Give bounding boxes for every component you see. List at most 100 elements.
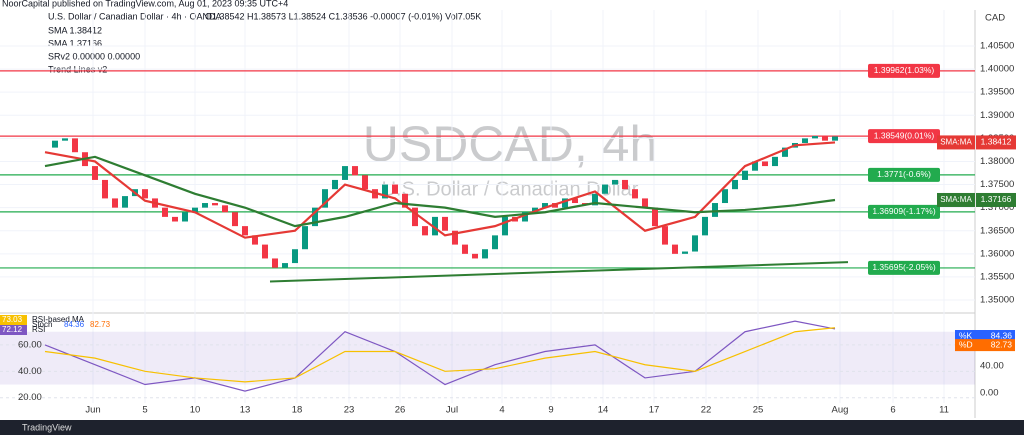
x-tick-label: 10 (190, 405, 201, 416)
x-tick-label: 17 (649, 405, 660, 416)
candle (442, 216, 448, 231)
rsi-tick-label: 20.00 (18, 392, 42, 403)
candle (142, 189, 148, 199)
x-tick-label: 5 (142, 405, 147, 416)
sma-name: SMA:MA (940, 138, 972, 147)
candle (662, 226, 668, 245)
stoch-value: 82.73 (991, 339, 1013, 349)
candle (302, 226, 308, 250)
candle (632, 189, 638, 199)
candle (272, 258, 278, 268)
x-tick-label: Aug (832, 405, 849, 416)
y-tick-label: 1.39000 (980, 110, 1014, 121)
candle (622, 179, 628, 190)
rsi-tick-label: 60.00 (18, 339, 42, 350)
level-label-box (868, 129, 940, 144)
stoch-tick-label: 0.00 (980, 388, 999, 399)
x-tick-label: 18 (292, 405, 303, 416)
candle (422, 226, 428, 236)
candle (602, 184, 608, 194)
y-tick-label: 1.35000 (980, 295, 1014, 306)
sma-value-box (976, 192, 1016, 207)
candle (462, 244, 468, 254)
candle (412, 207, 418, 227)
footer-logo: TradingView (22, 422, 72, 432)
x-tick-label: 11 (939, 405, 949, 416)
indicator: SMA 1.38412 (48, 25, 102, 35)
currency: CAD (985, 13, 1005, 24)
stoch-legend-k: 84.36 (64, 320, 85, 329)
candle (172, 216, 178, 222)
y-tick-label: 1.40000 (980, 64, 1014, 75)
candle (392, 184, 398, 194)
level-label: 1.38549(0.01%) (874, 130, 935, 140)
level-label: 1.39962(1.03%) (874, 65, 935, 75)
y-tick-label: 1.38000 (980, 156, 1014, 167)
candle (782, 147, 788, 157)
y-tick-label: 1.37000 (980, 202, 1014, 213)
y-tick-label: 1.36000 (980, 248, 1014, 259)
x-tick-label: 13 (240, 405, 251, 416)
candle (242, 226, 248, 236)
x-tick-label: 14 (598, 405, 609, 416)
y-tick-label: 1.35500 (980, 271, 1014, 282)
candle (262, 244, 268, 259)
legend-value-box (0, 315, 27, 325)
candle (822, 136, 828, 141)
legend-value: 72.12 (2, 325, 23, 334)
candle (542, 203, 548, 208)
candle (812, 136, 818, 139)
legend-value-box (0, 325, 27, 335)
footer-bar (0, 420, 1024, 435)
sma-value: 1.37166 (981, 194, 1012, 204)
publisher: NoorCapital published on TradingView.com… (2, 0, 288, 8)
candle (282, 263, 288, 268)
candle (62, 138, 68, 141)
candle (332, 179, 338, 190)
x-tick-label: 23 (344, 405, 355, 416)
rsi-line (44, 320, 836, 392)
trend-line (269, 261, 849, 283)
candle (522, 212, 528, 222)
candle (252, 235, 258, 245)
level-label: 1.35695(-2.05%) (872, 262, 935, 272)
candle (182, 212, 188, 222)
candle (292, 249, 298, 264)
rsi-tick-label: 40.00 (18, 366, 42, 377)
indicator: SMA 1.37166 (48, 38, 102, 48)
level-label-box (868, 260, 940, 275)
ohlc: O1.38542 H1.38573 L1.38524 C1.38536 -0.0… (205, 11, 481, 21)
x-tick-label: 9 (548, 405, 553, 416)
candle (742, 170, 748, 180)
candle (222, 205, 228, 213)
legend-name: RSI-based MA (32, 315, 85, 324)
candle (352, 166, 358, 176)
rsi-line (44, 327, 836, 383)
stoch-tick-label: 40.00 (980, 360, 1004, 371)
candle (102, 179, 108, 199)
y-tick-label: 1.39500 (980, 87, 1014, 98)
level-label: 1.36909(-1.17%) (872, 206, 935, 216)
stoch-value: 84.36 (991, 330, 1013, 340)
candle (672, 244, 678, 254)
candle (432, 216, 438, 236)
candle (312, 207, 318, 227)
sma-label-box (937, 135, 975, 150)
y-tick-label: 1.37500 (980, 179, 1014, 190)
candle (112, 198, 118, 208)
sma-name: SMA:MA (940, 195, 972, 204)
x-tick-label: 25 (753, 405, 764, 416)
candle (762, 161, 768, 167)
candle (492, 235, 498, 250)
candle (472, 253, 478, 259)
x-tick-label: 6 (890, 405, 895, 416)
candle (52, 140, 58, 148)
candle (732, 179, 738, 190)
watermark-subtitle: U.S. Dollar / Canadian Dollar (382, 178, 639, 200)
candle (232, 212, 238, 227)
y-tick-label: 1.40500 (980, 41, 1014, 52)
candle (772, 156, 778, 167)
candle (122, 196, 128, 208)
candle (722, 189, 728, 204)
